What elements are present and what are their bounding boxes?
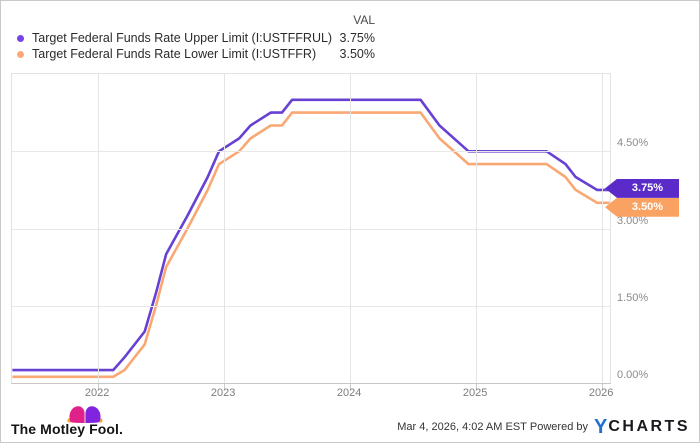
powered-by-label: Powered by — [529, 421, 588, 433]
motley-fool-logo[interactable]: The Motley Fool. — [11, 403, 151, 440]
x-axis-label: 2024 — [336, 387, 362, 399]
timestamp: Mar 4, 2026, 4:02 AM EST — [397, 421, 527, 433]
motley-fool-wordmark: The Motley Fool. — [11, 421, 124, 437]
x-axis-label: 2026 — [588, 387, 614, 399]
v-gridline — [224, 74, 226, 383]
y-axis-label: 1.50% — [617, 291, 649, 304]
y-axis-label: 4.50% — [617, 137, 649, 150]
footer-attribution: Mar 4, 2026, 4:02 AM EST Powered by Y CH… — [397, 417, 690, 437]
v-gridline — [476, 74, 478, 383]
legend-value-lower: 3.50% — [339, 47, 375, 61]
y-axis-label: 0.00% — [617, 369, 649, 381]
value-tag-lower: 3.50% — [605, 197, 679, 217]
x-axis-tick — [602, 384, 604, 390]
lower-series-dot-icon — [17, 50, 24, 58]
x-axis-tick — [98, 384, 100, 390]
series-line-lower[interactable] — [12, 111, 610, 379]
x-axis-tick — [350, 384, 352, 390]
legend: VAL Target Federal Funds Rate Upper Limi… — [1, 1, 699, 67]
ycharts-logo[interactable]: Y CHARTS — [594, 417, 690, 437]
upper-series-dot-icon — [17, 34, 24, 42]
legend-label-upper: Target Federal Funds Rate Upper Limit (I… — [32, 31, 333, 45]
h-gridline — [12, 228, 610, 230]
x-axis-label: 2023 — [210, 387, 236, 399]
plot-area[interactable] — [11, 73, 611, 390]
value-tag-upper: 3.75% — [605, 178, 679, 198]
h-gridline — [12, 305, 610, 307]
ycharts-wordmark: CHARTS — [608, 418, 690, 435]
y-axis-label: 3.00% — [617, 214, 649, 227]
v-gridline — [602, 74, 604, 383]
x-axis-tick — [476, 384, 478, 390]
legend-row-lower: Target Federal Funds Rate Lower Limit (I… — [1, 46, 699, 62]
legend-label-lower: Target Federal Funds Rate Lower Limit (I… — [32, 47, 317, 61]
legend-value-upper: 3.75% — [339, 31, 375, 45]
ycharts-y-icon: Y — [593, 416, 608, 438]
x-axis-tick — [224, 384, 226, 390]
series-line-upper[interactable] — [12, 98, 610, 372]
v-gridline — [350, 74, 352, 383]
legend-row-upper: Target Federal Funds Rate Upper Limit (I… — [1, 30, 699, 46]
jester-hat-icon — [67, 406, 103, 423]
x-axis-label: 2022 — [84, 387, 110, 399]
h-gridline — [12, 151, 610, 153]
chart-lines[interactable] — [12, 74, 610, 383]
v-gridline — [98, 74, 100, 383]
legend-val-header: VAL — [353, 13, 375, 27]
x-axis-label: 2025 — [462, 387, 488, 399]
